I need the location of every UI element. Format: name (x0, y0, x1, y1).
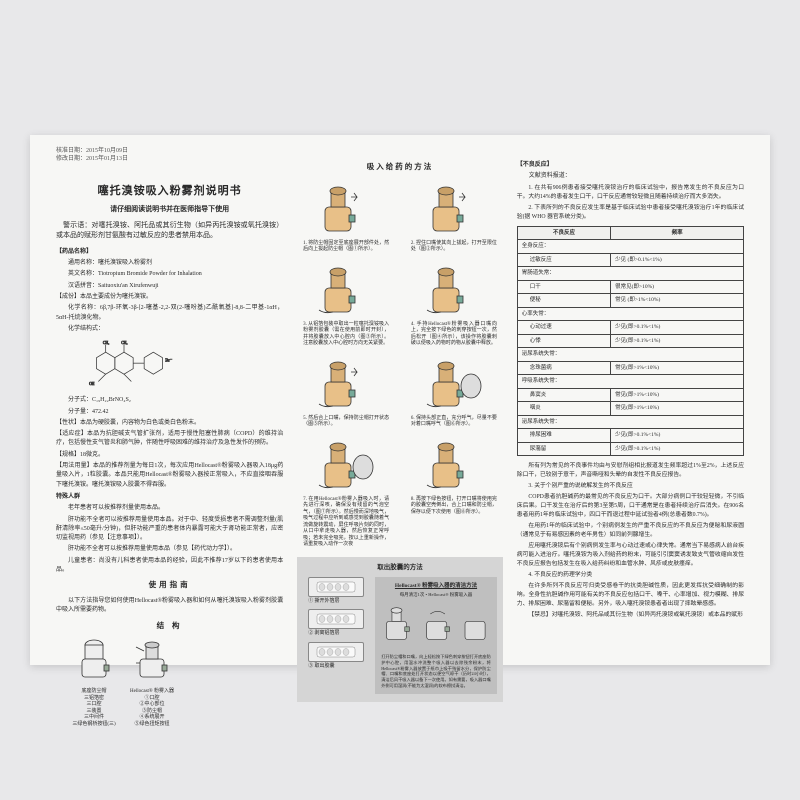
adverse-para: 4. 不良反应的药理学分类 (517, 571, 744, 580)
cleaning-box: Hellocast® 粉雾吸入器的清洁方法 每月清洁1次 • Hellocast… (375, 577, 497, 694)
adverse-intro: 文献资料报道： (517, 172, 744, 181)
th-freq: 频率 (611, 226, 744, 240)
th-reaction: 不良反应 (517, 226, 610, 240)
adverse-para: 3. 关于个别严重的说统解发生的不良反应 (517, 482, 744, 491)
table-row: 心动过速少见(即>0.1%<1%) (517, 321, 743, 335)
table-group: 胃肠道失常： (517, 267, 743, 281)
table-row: 尿潴留少见(即>0.1%<1%) (517, 442, 743, 456)
table-group: 心率失常： (517, 307, 743, 321)
adverse-para: 【禁忌】对噻托溴铵、阿托品或其衍生物（如异丙托溴铵或氧托溴铵）或本品的赋形 (517, 611, 744, 620)
table-group: 泌尿系统失常： (517, 415, 743, 429)
table-row: 鼻窦炎常见(即>1%<10%) (517, 388, 743, 402)
guide-text: 以下方法指导您如何使用Hellocast®粉雾吸入器和如何从噻托溴铵吸入粉雾剂胶… (56, 597, 283, 616)
formula: 分子式：C₁₉H₂₂BrNO₄S₂ (56, 396, 283, 405)
generic-name: 通用名称：噻托溴铵吸入粉雾剂 (56, 259, 283, 268)
step-6: 6. 保持头部正直，充分呼气，尽量不要对着口嘴呼气（图⑥所示）。 (405, 356, 503, 429)
adv-p1: 1. 在共有906例患者接受噻托溴铵治疗的临床试验中，报告常发生的不良反应为口干… (517, 184, 744, 202)
doc-subtitle: 请仔细阅读说明书并在医师指导下使用 (56, 204, 283, 215)
step-2: 2. 捏住口嘴使其向上拔起，打开至限位处（图②所示）。 (405, 181, 503, 254)
table-row: 排尿困难少见(即>0.1%<1%) (517, 429, 743, 443)
mid-title: 吸入给药的方法 (297, 161, 503, 173)
adverse-para: 在许多所列不良反应可归类受感卷干的抗类胆碱性质，因此更发挥抗受细确制的影响。全身… (517, 582, 744, 609)
instruction-sheet: 核准日期：2015年10月09日 修改日期：2015年01月13日 噻托溴铵吸入… (30, 135, 770, 665)
approve-date: 核准日期：2015年10月09日 (56, 147, 128, 155)
gray-title: 取出胶囊的方法 (303, 563, 497, 573)
adverse-para: 所有列为常见的不良事件均由与安慰剂组相比报道发生频率超过1%至2%，上述反应除口… (517, 462, 744, 480)
table-group: 呼吸系统失常： (517, 375, 743, 389)
table-row: 口干很常见(即>10%) (517, 280, 743, 294)
svg-text:CH₃: CH₃ (103, 341, 110, 345)
spec: 【规格】18微克。 (56, 451, 283, 460)
strip-1: ① 撕开外箔层 (308, 577, 364, 606)
table-row: 咽炎常见(即>1%<10%) (517, 402, 743, 416)
column-right: 【不良反应】 文献资料报道： 1. 在共有906例患者接受噻托溴铵治疗的临床试验… (517, 157, 744, 645)
mol-weight: 分子量：472.42 (56, 408, 283, 417)
character: 【性状】本品为硬胶囊，内容物为白色或类白色粉末。 (56, 419, 283, 428)
english-name: 英文名称：Tiotropium Bromide Powder for Inhal… (56, 270, 283, 279)
pinyin-name: 汉语拼音：Saituoxiu'an Xirufenwuji (56, 282, 283, 291)
capsule-removal-box: 取出胶囊的方法 ① 撕开外箔层 ② 剥离铝箔层 ③ 取出胶囊 Hellocast… (297, 557, 503, 702)
strip-2: ② 剥离铝箔层 (308, 609, 364, 638)
struct-label: 化学结构式： (56, 325, 283, 334)
dev-right-label: Hellocast® 粉雾入器 ①口腔②中心部位③防尘帽④系统展开⑤绿色扭矩按钮 (128, 689, 176, 728)
step-5: 5. 然后合上口嘴，保持防尘帽打开状态（图⑤所示）。 (297, 356, 395, 429)
column-middle: 吸入给药的方法 1. 将防尘帽固定至底座展开部件处，然后向上拔起防尘帽（图①所示… (297, 157, 503, 645)
inhale-steps: 1. 将防尘帽固定至底座展开部件处，然后向上拔起防尘帽（图①所示）。 2. 捏住… (297, 181, 503, 549)
sp4: 儿童患者：尚没有儿科患者使用本品的经验，因此不推荐17岁以下的患者使用本品。 (56, 557, 283, 576)
adverse-para: COPD患者抗胆碱药的最常见的不良反应为口干。大部分病例口干较轻轻微，不引临床后… (517, 493, 744, 520)
device-closed: 底座防尘帽三铝箔密三口腔三装置三中间件三绿色钢桥按钮(三) (70, 637, 118, 728)
device-diagrams: 底座防尘帽三铝箔密三口腔三装置三中间件三绿色钢桥按钮(三) Hellocast®… (70, 637, 283, 728)
blister-strip: ① 撕开外箔层 ② 剥离铝箔层 ③ 取出胶囊 (303, 577, 369, 671)
warning-text: 警示语：对噻托溴铵、阿托品或其衍生物（如异丙托溴铵或氧托溴铵）或本品的赋形剂甘氨… (56, 220, 283, 241)
usage: 【用法用量】本品的推荐剂量为每日1次，每次应用Hellocast®粉雾吸入器吸入… (56, 462, 283, 490)
ingredient: 【成份】本品主要成份为噻托溴铵。 (56, 293, 283, 302)
step-4: 4. 手持Hellocast®粉雾吸入器口嘴向上，完全按下绿色的刺穿按钮一次，然… (405, 262, 503, 348)
clean-title: Hellocast® 粉雾吸入器的清洁方法 (381, 582, 491, 591)
step-7: 7. 在用Hellocast®粉雾入器吸入时，请先进行深咳，确保没有残留的气泡空… (297, 437, 395, 549)
step-3: 3. 从铝箔包装中取出一粒噻托溴铵吸入粉雾剂胶囊（需在使用前即时开封），并将胶囊… (297, 262, 395, 348)
adv-p2: 2. 下表所列的不良反应发生率是基于临床试验中患者接受噻托溴铵治疗1年的临床试验… (517, 204, 744, 222)
lbl-name: 【药品名称】 (56, 249, 92, 255)
table-row: 心悸少见(即>0.1%<1%) (517, 334, 743, 348)
clean-sub: 每月清洁1次 • Hellocast® 粉雾吸入器 (381, 592, 491, 599)
sp3: 肝功能不全者可以按推荐用量使用本品（参见【药代动力学】）。 (56, 545, 283, 554)
modify-date: 修改日期：2015年01月13日 (56, 155, 128, 163)
chem-name: 化学名称：6β,7β-环氧-3β-[2-噻基-2,2-双(2-噻吩基)乙酰氧基]… (56, 304, 283, 323)
svg-text:Br⁻: Br⁻ (165, 358, 173, 363)
table-row: 过敏反应少见 (即>0.1%<1%) (517, 253, 743, 267)
device-open: Hellocast® 粉雾入器 ①口腔②中心部位③防尘帽④系统展开⑤绿色扭矩按钮 (128, 637, 176, 728)
strip-3: ③ 取出胶囊 (308, 642, 364, 671)
doc-title: 噻托溴铵吸入粉雾剂说明书 (56, 183, 283, 200)
struct-title: 结 构 (56, 620, 283, 632)
table-group: 全身反应： (517, 240, 743, 254)
adverse-label: 【不良反应】 (517, 162, 553, 168)
table-row: 便秘常见 (即>1%<10%) (517, 294, 743, 308)
adverse-table: 不良反应 频率 全身反应：过敏反应少见 (即>0.1%<1%)胃肠道失常：口干很… (517, 226, 744, 457)
sp2: 肝功能不全者可以按推荐用量使用本品。对于中、轻度受损患者不需调整剂量(肌酐清除率… (56, 516, 283, 544)
column-left: 噻托溴铵吸入粉雾剂说明书 请仔细阅读说明书并在医师指导下使用 警示语：对噻托溴铵… (56, 157, 283, 645)
adverse-para: 应用噻托溴铵后有个别病例发生率与心动过速或心律失常。通常当下易感病人前台疾病可能… (517, 542, 744, 569)
step-8: 8. 再按下绿色按钮，打开口嘴将使用完的胶囊空壳倒出，合上口嘴和防尘帽，保存以便… (405, 437, 503, 549)
sp1: 老年患者可以按推荐剂量使用本品。 (56, 504, 283, 513)
svg-text:CH₃: CH₃ (121, 341, 128, 345)
chem-structure-diagram: CH₃ CH₃ Br⁻ OH (80, 338, 190, 392)
step-1: 1. 将防尘帽固定至底座展开部件处，然后向上拔起防尘帽（图①所示）。 (297, 181, 395, 254)
svg-text:OH: OH (89, 382, 95, 386)
guide-title: 使用指南 (56, 579, 283, 591)
dev-left-label: 底座防尘帽三铝箔密三口腔三装置三中间件三绿色钢桥按钮(三) (70, 689, 118, 728)
table-row: 念珠菌病常见(即>1%<10%) (517, 361, 743, 375)
table-group: 泌尿系统失常： (517, 348, 743, 362)
adverse-para: 在用药1年的临床试验中，个别病例发生的严重不良反应的不良反应为便秘和尿液圆（通常… (517, 522, 744, 540)
cleaning-diagram (381, 603, 491, 647)
approval-dates: 核准日期：2015年10月09日 修改日期：2015年01月13日 (56, 147, 128, 164)
clean-text: 打开防尘帽和口嘴，向上轻松按下绿色刺穿按钮打开底座防护中心腔，用温水冲洗整个吸入… (381, 654, 491, 688)
indication: 【适应症】本品为抗胆碱支气管扩张剂，适用于慢性阻塞性肺病（COPD）的维持治疗，… (56, 430, 283, 449)
special-header: 特殊人群 (56, 493, 283, 502)
